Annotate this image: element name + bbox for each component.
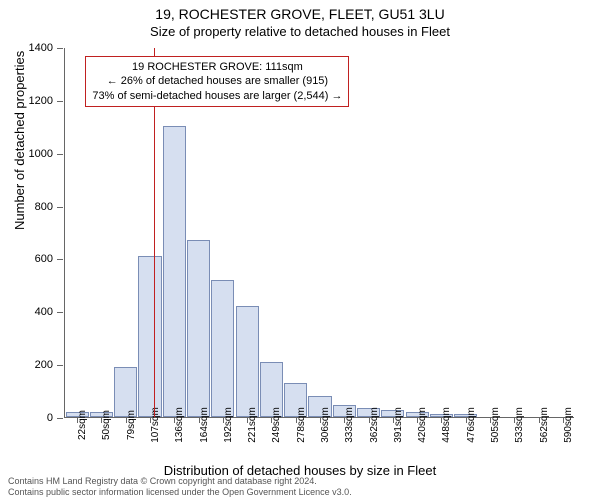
x-tick-label: 590sqm bbox=[563, 407, 574, 443]
y-tick bbox=[57, 312, 63, 313]
y-tick-label: 1000 bbox=[29, 148, 53, 160]
x-tick-label: 562sqm bbox=[539, 407, 550, 443]
y-tick bbox=[57, 207, 63, 208]
info-box-line-1: 19 ROCHESTER GROVE: 111sqm bbox=[92, 60, 342, 74]
footer-attribution: Contains HM Land Registry data © Crown c… bbox=[8, 476, 352, 498]
x-tick-label: 533sqm bbox=[514, 407, 525, 443]
y-axis-label: Number of detached properties bbox=[12, 51, 27, 230]
info-box: 19 ROCHESTER GROVE: 111sqm← 26% of detac… bbox=[85, 56, 349, 107]
y-tick-label: 200 bbox=[35, 359, 53, 371]
x-tick-label: 164sqm bbox=[199, 407, 210, 443]
info-box-line-3: 73% of semi-detached houses are larger (… bbox=[92, 89, 342, 103]
info-box-line-2: ← 26% of detached houses are smaller (91… bbox=[92, 74, 342, 88]
y-tick bbox=[57, 259, 63, 260]
x-tick-label: 79sqm bbox=[126, 410, 137, 440]
footer-line-1: Contains HM Land Registry data © Crown c… bbox=[8, 476, 352, 487]
x-tick-label: 278sqm bbox=[296, 407, 307, 443]
x-tick-label: 22sqm bbox=[77, 410, 88, 440]
y-tick-label: 1200 bbox=[29, 95, 53, 107]
plot-region: 020040060080010001200140022sqm50sqm79sqm… bbox=[64, 48, 574, 418]
footer-line-2: Contains public sector information licen… bbox=[8, 487, 352, 498]
x-tick-label: 333sqm bbox=[344, 407, 355, 443]
x-tick-label: 476sqm bbox=[466, 407, 477, 443]
y-tick-label: 800 bbox=[35, 201, 53, 213]
y-tick bbox=[57, 154, 63, 155]
chart-area: 020040060080010001200140022sqm50sqm79sqm… bbox=[64, 48, 574, 418]
x-tick-label: 391sqm bbox=[393, 407, 404, 443]
x-tick-label: 50sqm bbox=[101, 410, 112, 440]
x-tick-label: 249sqm bbox=[271, 407, 282, 443]
title-sub: Size of property relative to detached ho… bbox=[0, 22, 600, 39]
x-tick-label: 136sqm bbox=[174, 407, 185, 443]
x-tick-label: 448sqm bbox=[441, 407, 452, 443]
bar bbox=[187, 240, 210, 417]
x-tick-label: 192sqm bbox=[223, 407, 234, 443]
bar bbox=[138, 256, 161, 417]
y-tick bbox=[57, 48, 63, 49]
x-tick-label: 306sqm bbox=[320, 407, 331, 443]
bar bbox=[236, 306, 259, 417]
x-tick-label: 107sqm bbox=[150, 407, 161, 443]
y-tick bbox=[57, 365, 63, 366]
y-tick-label: 400 bbox=[35, 306, 53, 318]
x-tick-label: 221sqm bbox=[247, 407, 258, 443]
x-tick-label: 420sqm bbox=[417, 407, 428, 443]
x-tick-label: 362sqm bbox=[369, 407, 380, 443]
bar bbox=[211, 280, 234, 417]
x-tick-label: 505sqm bbox=[490, 407, 501, 443]
bar bbox=[163, 126, 186, 417]
y-tick bbox=[57, 418, 63, 419]
y-tick bbox=[57, 101, 63, 102]
y-tick-label: 600 bbox=[35, 253, 53, 265]
title-main: 19, ROCHESTER GROVE, FLEET, GU51 3LU bbox=[0, 0, 600, 22]
y-tick-label: 1400 bbox=[29, 42, 53, 54]
y-tick-label: 0 bbox=[47, 412, 53, 424]
